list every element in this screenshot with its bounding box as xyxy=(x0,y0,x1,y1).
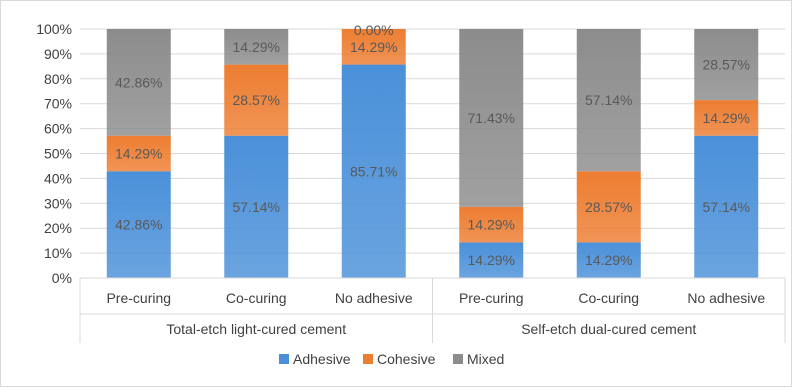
data-label: 85.71% xyxy=(350,163,397,179)
x-category-label: No adhesive xyxy=(687,290,765,306)
legend-swatch-adhesive xyxy=(279,354,289,364)
data-label: 14.29% xyxy=(350,39,397,55)
y-tick-label: 80% xyxy=(44,71,72,87)
y-tick-label: 60% xyxy=(44,121,72,137)
x-category-label: Pre-curing xyxy=(459,290,524,306)
group-label: Self-etch dual-cured cement xyxy=(521,321,696,337)
bar-segment-adhesive xyxy=(106,171,171,278)
y-tick-label: 100% xyxy=(36,21,72,37)
y-tick-label: 10% xyxy=(44,245,72,261)
legend-label-mixed: Mixed xyxy=(467,351,504,367)
data-label: 0.00% xyxy=(354,22,394,38)
data-label: 57.14% xyxy=(703,199,750,215)
bar-segment-adhesive xyxy=(576,242,641,278)
x-category-label: Co-curing xyxy=(578,290,639,306)
bar-segment-mixed xyxy=(576,29,641,172)
bar-segment-adhesive xyxy=(341,64,406,279)
bar-segment-adhesive xyxy=(224,135,289,278)
y-tick-label: 0% xyxy=(52,270,72,286)
bar-segment-cohesive xyxy=(106,135,171,172)
y-tick-label: 30% xyxy=(44,195,72,211)
data-label: 14.29% xyxy=(233,39,280,55)
data-label: 42.86% xyxy=(115,74,162,90)
bar-segment-cohesive xyxy=(224,64,289,136)
data-label: 28.57% xyxy=(703,57,750,73)
bar-segment-adhesive xyxy=(459,242,524,278)
data-label: 14.29% xyxy=(115,145,162,161)
y-tick-label: 70% xyxy=(44,96,72,112)
data-label: 28.57% xyxy=(585,199,632,215)
data-label: 57.14% xyxy=(233,199,280,215)
legend-swatch-cohesive xyxy=(363,354,373,364)
bar-segment-adhesive xyxy=(694,135,759,278)
bar-segment-cohesive xyxy=(576,171,641,243)
bar-segment-cohesive xyxy=(694,100,759,136)
data-label: 14.29% xyxy=(703,110,750,126)
bar-segment-mixed xyxy=(224,29,289,65)
bar-segment-mixed xyxy=(459,28,524,207)
y-tick-label: 50% xyxy=(44,146,72,162)
bar-segment-cohesive xyxy=(459,206,524,243)
data-label: 14.29% xyxy=(468,217,515,233)
x-category-label: Pre-curing xyxy=(106,290,171,306)
data-label: 28.57% xyxy=(233,92,280,108)
data-label: 14.29% xyxy=(468,252,515,268)
bar-segment-cohesive xyxy=(341,29,406,65)
group-label: Total-etch light-cured cement xyxy=(166,321,346,337)
x-category-label: No adhesive xyxy=(335,290,413,306)
data-label: 42.86% xyxy=(115,217,162,233)
y-tick-label: 40% xyxy=(44,170,72,186)
x-category-label: Co-curing xyxy=(226,290,287,306)
y-tick-label: 90% xyxy=(44,46,72,62)
bar-segment-mixed xyxy=(694,29,759,101)
legend-swatch-mixed xyxy=(453,354,463,364)
legend-label-cohesive: Cohesive xyxy=(377,351,436,367)
y-tick-label: 20% xyxy=(44,220,72,236)
data-label: 71.43% xyxy=(468,110,515,126)
data-label: 57.14% xyxy=(585,92,632,108)
bar-segment-mixed xyxy=(106,28,171,136)
legend-label-adhesive: Adhesive xyxy=(293,351,351,367)
data-label: 14.29% xyxy=(585,252,632,268)
